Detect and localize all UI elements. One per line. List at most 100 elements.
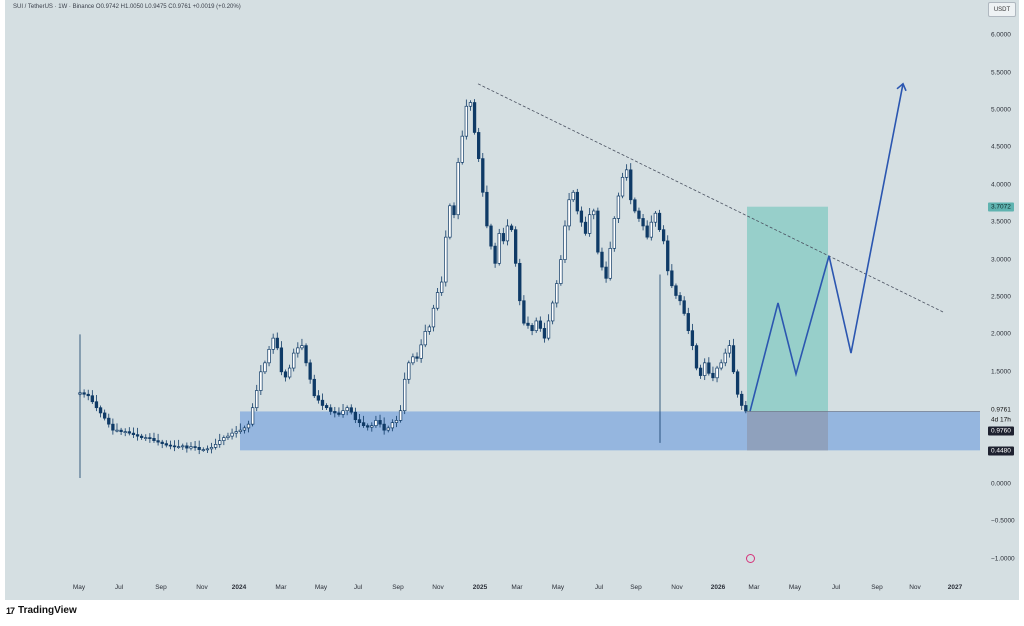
candle-body-up (497, 233, 501, 264)
candle-body-down (107, 417, 111, 425)
candle (263, 360, 267, 375)
profit-zone (747, 206, 828, 412)
candle (435, 288, 440, 311)
candle-body-down (312, 378, 316, 397)
price-plot[interactable] (5, 0, 1019, 600)
candle (119, 427, 123, 436)
candle (222, 435, 226, 446)
candle-body-down (674, 285, 678, 296)
time-axis-label: Sep (392, 584, 404, 591)
candle (452, 202, 456, 219)
candle-body-up (456, 162, 460, 216)
candle-body-up (727, 345, 732, 354)
time-axis-label: 2024 (231, 584, 247, 591)
price-axis-label: 4.0000 (991, 181, 1011, 189)
candle-body-down (90, 395, 94, 403)
candle (378, 414, 382, 428)
candle (197, 440, 201, 455)
candle (522, 295, 526, 326)
candle (431, 304, 436, 332)
candle (176, 439, 181, 449)
price-axis-label: 5.5000 (991, 69, 1011, 77)
candle-body-down (316, 395, 321, 401)
candle-body-down (707, 362, 711, 374)
candle-body-up (464, 105, 468, 137)
candle-body-up (559, 259, 563, 284)
candle-body-down (160, 441, 164, 444)
candle-body-up (534, 320, 538, 332)
candle-body-down (127, 431, 131, 434)
candle-body-down (361, 422, 366, 427)
candle-body-down (686, 313, 690, 332)
candle-body-down (670, 270, 674, 287)
candle (98, 405, 103, 418)
candle (398, 405, 403, 423)
candle-body-up (144, 437, 148, 439)
candle (361, 415, 366, 428)
candle (103, 409, 107, 421)
time-axis-label: May (788, 584, 802, 591)
candle-countdown: 4d 17h (991, 416, 1011, 424)
candle-body-up (267, 349, 271, 364)
currency-selector[interactable]: USDT (988, 2, 1016, 17)
candle-body-up (612, 218, 616, 249)
candle (300, 338, 304, 351)
candle (448, 203, 452, 240)
candle-body-down (86, 393, 90, 397)
candle-body-up (723, 352, 727, 364)
brand-name: TradingView (18, 605, 77, 616)
candle (275, 332, 279, 351)
candle-body-down (82, 392, 86, 395)
event-marker-icon[interactable] (746, 554, 755, 563)
candle (600, 247, 604, 271)
symbol-header[interactable]: SUI / TetherUS · 1W · Binance O0.9742 H1… (13, 4, 241, 10)
candle-body-down (304, 345, 308, 364)
candle (189, 442, 193, 451)
candle-body-down (168, 444, 173, 447)
candle-body-down (690, 330, 695, 346)
candle (308, 359, 312, 384)
candle-body-down (731, 345, 736, 373)
candle (481, 153, 485, 197)
candle (226, 432, 230, 440)
candle (735, 369, 740, 398)
candle-body-up (460, 135, 464, 163)
candle-body-up (550, 302, 555, 322)
candle-body-down (645, 225, 649, 238)
candle (546, 314, 551, 341)
candle (90, 390, 94, 404)
candle (538, 316, 542, 332)
time-axis-label: Sep (871, 584, 883, 591)
candle (382, 417, 386, 435)
candle-body-down (164, 443, 168, 446)
candle-body-down (629, 169, 633, 201)
candle-body-up (571, 191, 575, 201)
candle-body-down (477, 132, 481, 159)
candle-body-up (423, 331, 427, 346)
candle-body-down (698, 367, 703, 376)
candle (497, 228, 501, 266)
candle (571, 190, 575, 203)
candle-body-down (148, 437, 152, 439)
candle-body-up (567, 199, 571, 227)
candle-body-down (357, 419, 362, 424)
candle-body-down (140, 435, 144, 438)
candle (238, 423, 242, 434)
candle-body-up (374, 420, 378, 427)
candle (333, 406, 337, 418)
price-axis-label: 3.5000 (991, 218, 1011, 226)
chart-area[interactable]: SUI / TetherUS · 1W · Binance O0.9742 H1… (5, 0, 1019, 600)
candle-body-down (485, 191, 489, 227)
candle (460, 130, 464, 165)
tradingview-logo[interactable]: 17 TradingView (6, 605, 77, 616)
candle-body-down (135, 434, 140, 437)
candle-body-up (390, 422, 395, 429)
candle-body-up (242, 427, 247, 431)
candle (94, 394, 99, 412)
candle-body-down (279, 347, 284, 373)
candle-body-down (382, 423, 386, 431)
candle-body-up (555, 283, 559, 304)
candle (283, 369, 288, 382)
candle (485, 185, 489, 229)
candle (255, 384, 259, 412)
